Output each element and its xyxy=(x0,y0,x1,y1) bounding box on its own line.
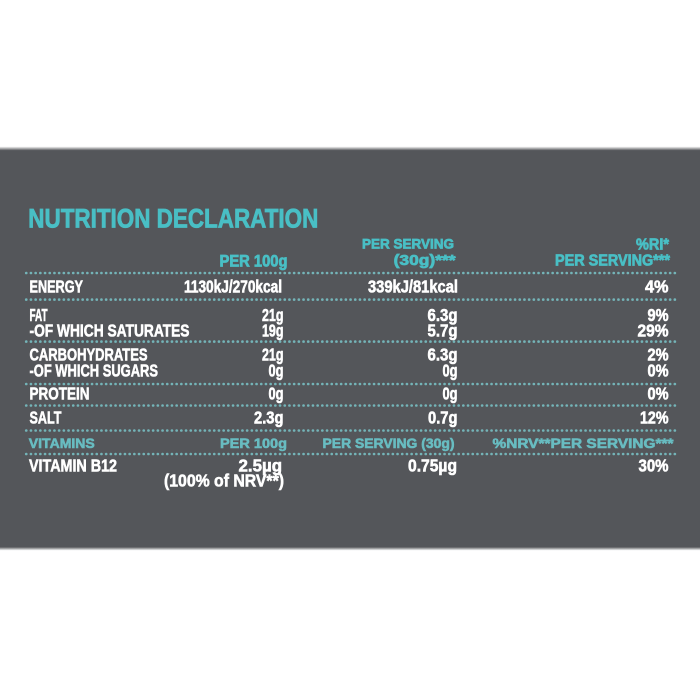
svg-text:0.7g: 0.7g xyxy=(428,408,458,428)
svg-text:30%: 30% xyxy=(639,455,669,475)
svg-text:9%: 9% xyxy=(648,305,669,325)
svg-text:0g: 0g xyxy=(443,383,458,403)
svg-text:-OF WHICH SUGARS: -OF WHICH SUGARS xyxy=(30,360,159,380)
svg-text:PER 100g: PER 100g xyxy=(220,435,287,451)
svg-text:%RI*: %RI* xyxy=(636,237,670,254)
svg-text:SALT: SALT xyxy=(30,408,62,428)
svg-text:29%: 29% xyxy=(638,320,669,340)
svg-text:1130kJ/270kcal: 1130kJ/270kcal xyxy=(184,277,282,297)
svg-text:PER 100g: PER 100g xyxy=(220,253,288,271)
svg-text:2.3g: 2.3g xyxy=(254,408,284,428)
svg-text:21g: 21g xyxy=(262,345,284,365)
svg-text:2.5µg: 2.5µg xyxy=(239,455,283,475)
svg-text:339kJ/81kcal: 339kJ/81kcal xyxy=(368,277,458,297)
svg-text:-OF WHICH SATURATES: -OF WHICH SATURATES xyxy=(30,320,190,340)
svg-text:4%: 4% xyxy=(645,277,669,297)
svg-text:PER SERVING: PER SERVING xyxy=(362,236,454,252)
svg-text:0g: 0g xyxy=(443,360,458,380)
svg-text:21g: 21g xyxy=(262,305,284,325)
svg-text:0g: 0g xyxy=(269,383,284,403)
svg-text:5.7g: 5.7g xyxy=(428,320,458,340)
svg-text:6.3g: 6.3g xyxy=(428,345,458,365)
svg-text:CARBOHYDRATES: CARBOHYDRATES xyxy=(30,345,148,365)
svg-text:PROTEIN: PROTEIN xyxy=(30,383,90,403)
svg-text:PER SERVING***: PER SERVING*** xyxy=(555,253,670,270)
svg-text:(30g)***: (30g)*** xyxy=(394,252,456,269)
svg-text:VITAMIN B12: VITAMIN B12 xyxy=(29,455,117,475)
svg-text:0%: 0% xyxy=(648,383,669,403)
svg-text:ENERGY: ENERGY xyxy=(30,277,84,297)
svg-text:NUTRITION DECLARATION: NUTRITION DECLARATION xyxy=(28,204,318,234)
svg-text:12%: 12% xyxy=(640,408,669,428)
svg-text:0g: 0g xyxy=(269,360,284,380)
svg-text:VITAMINS: VITAMINS xyxy=(29,435,95,451)
svg-text:0%: 0% xyxy=(648,360,669,380)
svg-text:6.3g: 6.3g xyxy=(428,305,458,325)
svg-text:2%: 2% xyxy=(648,345,669,365)
svg-text:PER SERVING (30g): PER SERVING (30g) xyxy=(323,435,455,451)
svg-text:19g: 19g xyxy=(262,320,284,340)
svg-text:(100% of NRV**): (100% of NRV**) xyxy=(164,470,284,490)
svg-text:%NRV**PER SERVING***: %NRV**PER SERVING*** xyxy=(493,435,675,451)
svg-text:FAT: FAT xyxy=(30,305,48,325)
svg-text:0.75µg: 0.75µg xyxy=(408,455,457,475)
